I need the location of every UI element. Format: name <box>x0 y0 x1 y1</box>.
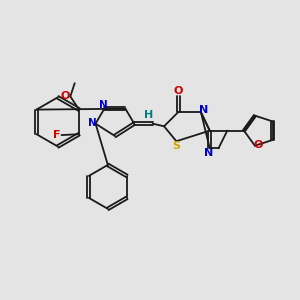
Text: O: O <box>173 86 183 96</box>
Text: F: F <box>53 130 61 140</box>
Text: H: H <box>145 110 154 120</box>
Text: N: N <box>88 118 96 128</box>
Text: N: N <box>204 148 214 158</box>
Text: S: S <box>172 142 180 152</box>
Text: O: O <box>60 91 70 100</box>
Text: O: O <box>254 140 263 150</box>
Text: N: N <box>99 100 108 110</box>
Text: N: N <box>199 106 208 116</box>
